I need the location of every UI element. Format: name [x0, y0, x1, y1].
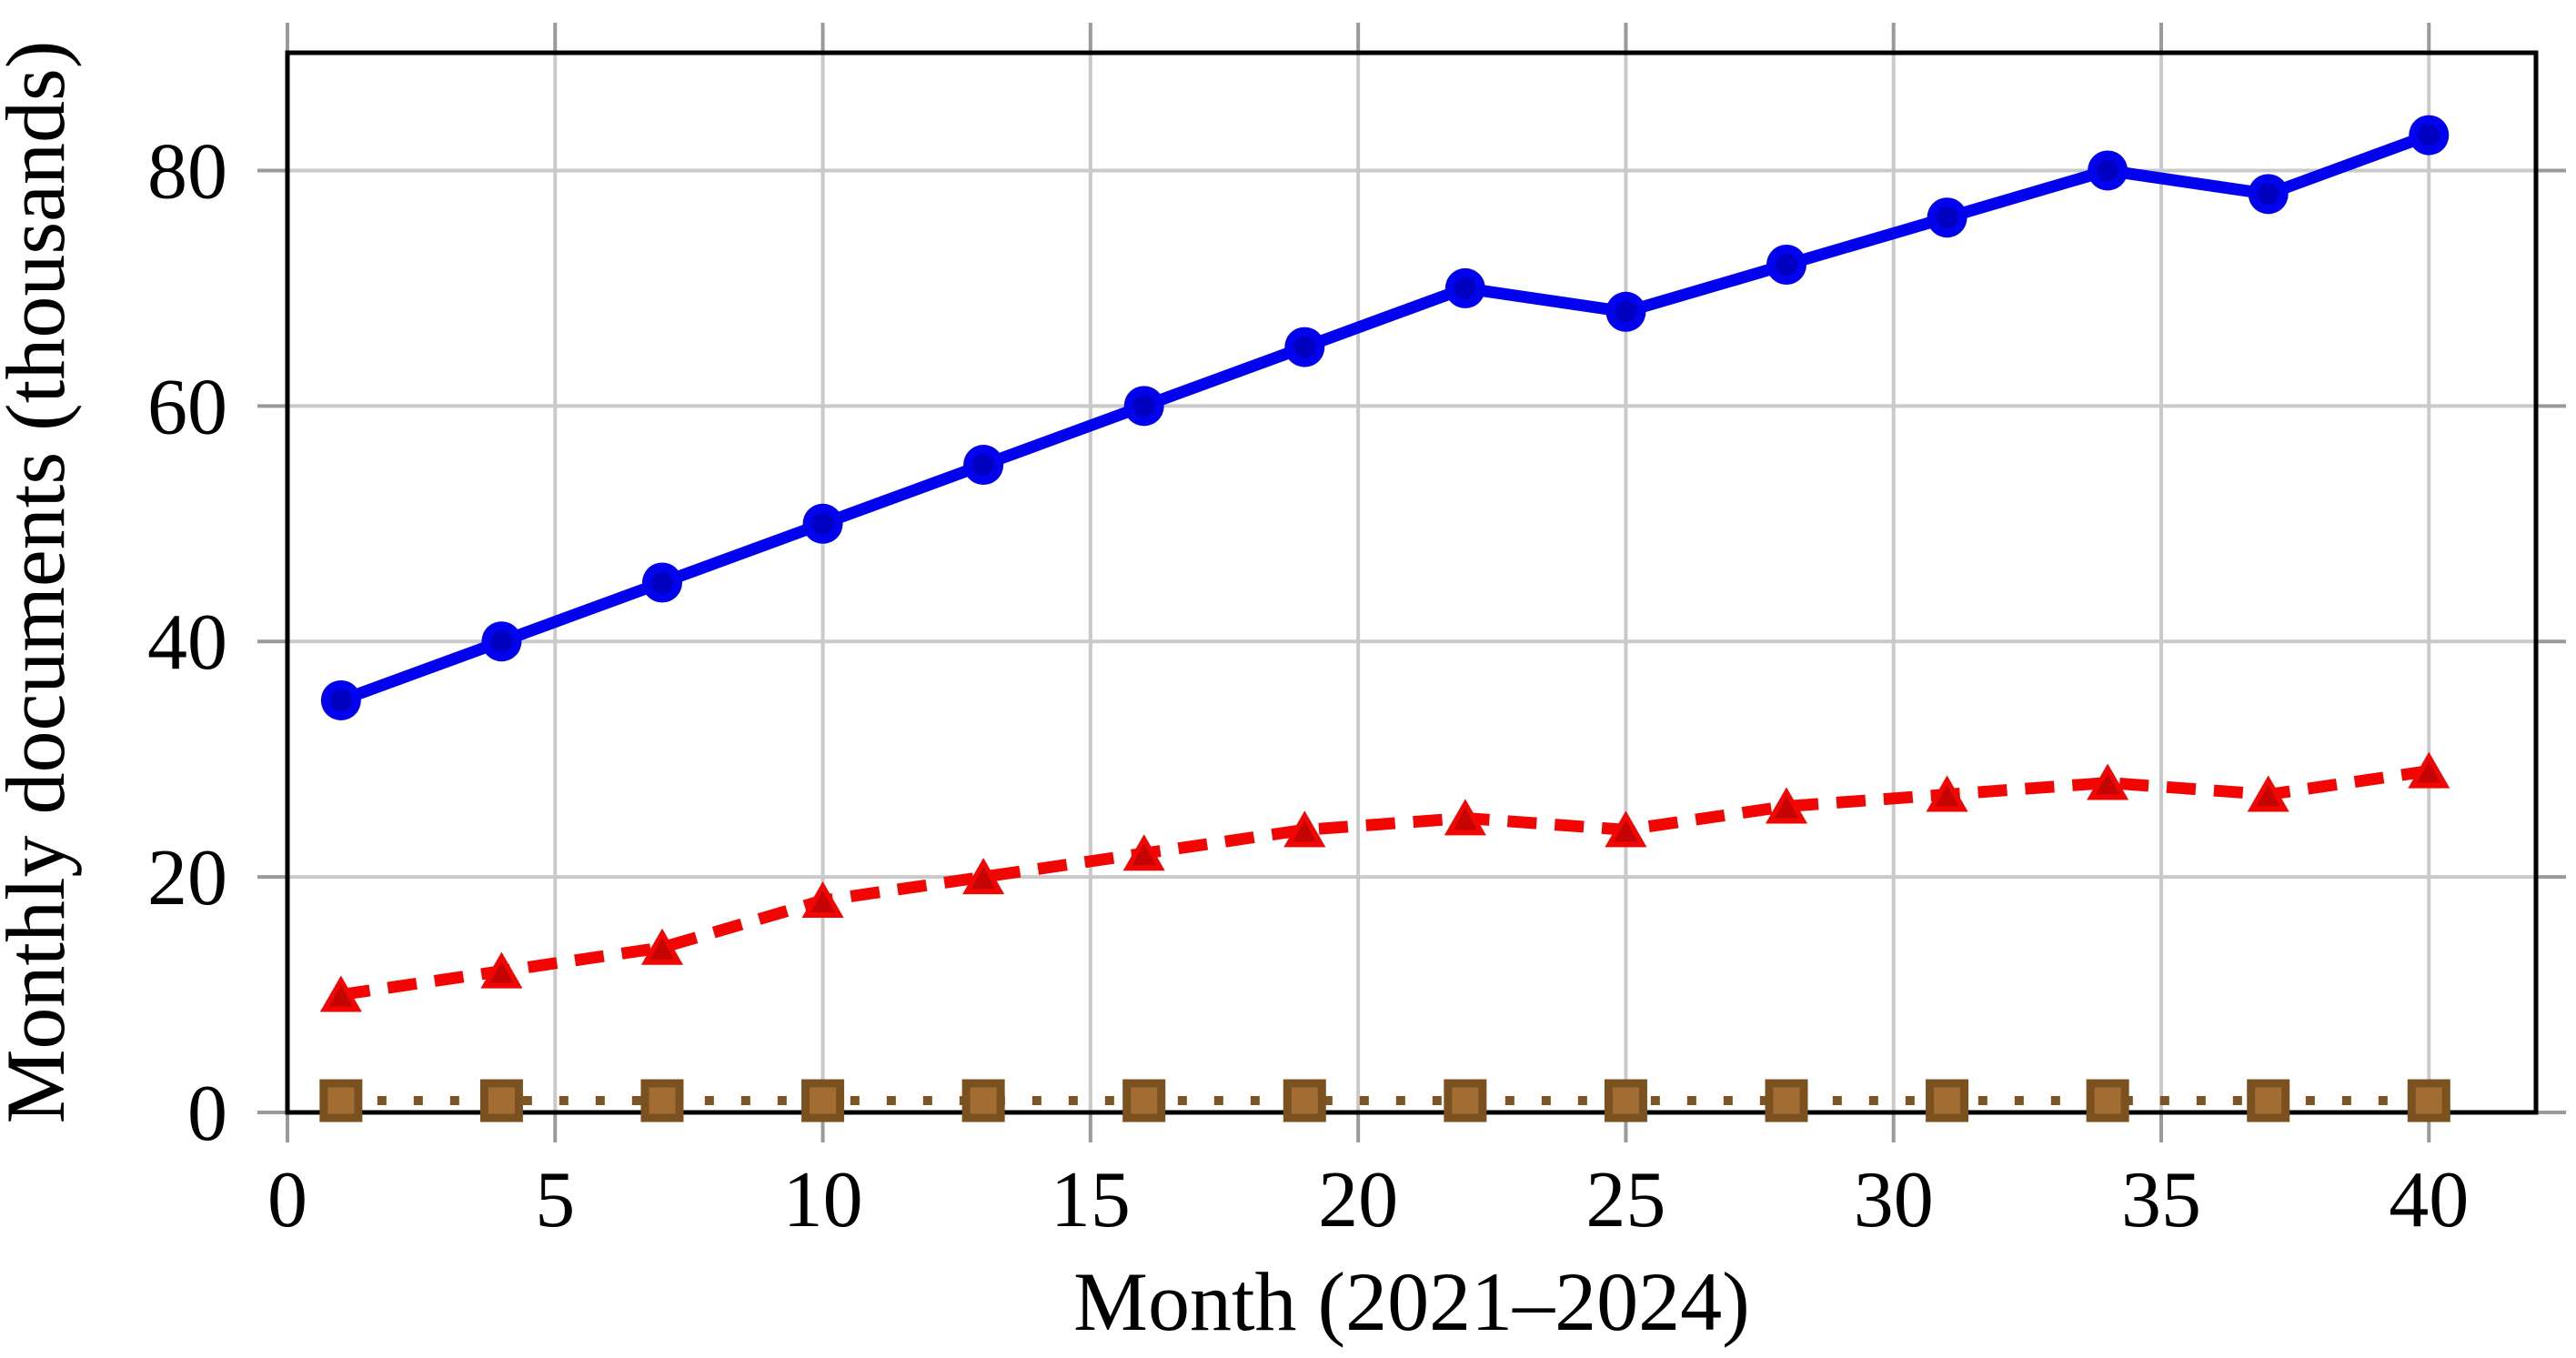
y-tick-label: 60: [147, 363, 227, 451]
marker-square: [1926, 1079, 1969, 1122]
marker-triangle-core: [1935, 784, 1959, 807]
marker-triangle-core: [2096, 772, 2120, 795]
y-tick-label: 40: [147, 599, 227, 687]
marker-triangle-core: [2256, 784, 2280, 807]
y-tick-label: 80: [147, 127, 227, 216]
marker-square: [801, 1079, 845, 1122]
plot-frame: [285, 50, 2539, 1115]
marker-circle-core: [2257, 183, 2279, 206]
marker-triangle-core: [1614, 820, 1638, 842]
y-tick-label: 0: [187, 1070, 227, 1158]
marker-square: [1604, 1079, 1647, 1122]
x-tick-label: 20: [1318, 1156, 1398, 1244]
series-brown-square-series: [319, 1079, 2450, 1122]
x-tick-label: 35: [2121, 1156, 2201, 1244]
marker-square: [479, 1079, 523, 1122]
marker-triangle-core: [1132, 843, 1156, 866]
marker-square: [2247, 1079, 2290, 1122]
y-axis-title: Monthly documents (thousands): [0, 41, 82, 1124]
marker-circle-core: [2097, 159, 2119, 182]
marker-circle-core: [1936, 206, 1958, 229]
marker-circle-core: [651, 571, 673, 594]
marker-triangle-core: [1453, 808, 1477, 830]
series-line-solid: [338, 129, 2431, 707]
marker-triangle-core: [328, 984, 353, 1007]
marker-square: [1444, 1079, 1487, 1122]
marker-square: [961, 1079, 1005, 1122]
marker-triangle-core: [1775, 796, 1798, 819]
marker-triangle-core: [971, 867, 996, 890]
marker-circle-core: [329, 689, 352, 711]
x-tick-label: 5: [535, 1156, 575, 1244]
series-red-triangle-series: [319, 751, 2450, 1012]
marker-circle-core: [1776, 254, 1797, 276]
x-tick-label: 15: [1051, 1156, 1131, 1244]
marker-triangle-core: [2417, 760, 2441, 783]
series-line-dashed: [339, 765, 2430, 1001]
marker-square: [2086, 1079, 2129, 1122]
marker-square: [1283, 1079, 1326, 1122]
marker-circle-core: [1454, 277, 1476, 299]
x-tick-label: 30: [1854, 1156, 1934, 1244]
marker-circle-core: [811, 512, 834, 535]
x-tick-label: 25: [1585, 1156, 1665, 1244]
marker-triangle-core: [650, 937, 674, 960]
series-blue-circle-series: [320, 115, 2450, 720]
marker-square: [1765, 1079, 1808, 1122]
marker-triangle-core: [1293, 820, 1317, 842]
x-tick-label: 10: [783, 1156, 863, 1244]
marker-triangle-core: [810, 890, 835, 912]
marker-circle-core: [2418, 124, 2440, 146]
axis-ticks: [257, 23, 2566, 1142]
data-series: [319, 115, 2450, 1122]
x-tick-label: 40: [2389, 1156, 2469, 1244]
marker-circle-core: [490, 630, 513, 653]
x-tick-label: 0: [267, 1156, 307, 1244]
marker-circle-core: [1615, 300, 1637, 323]
y-tick-label: 20: [147, 834, 227, 922]
marker-square: [640, 1079, 684, 1122]
marker-circle-core: [1293, 336, 1316, 358]
marker-square: [319, 1079, 363, 1122]
marker-circle-core: [972, 454, 995, 477]
marker-square: [2407, 1079, 2450, 1122]
tick-labels: 0 5 10 15 20 25 30 35 40 0 20 40 60 80: [147, 127, 2469, 1244]
marker-square: [1122, 1079, 1166, 1122]
marker-circle-core: [1132, 395, 1155, 417]
marker-triangle-core: [489, 961, 514, 983]
x-axis-title: Month (2021–2024): [1073, 1255, 1750, 1348]
